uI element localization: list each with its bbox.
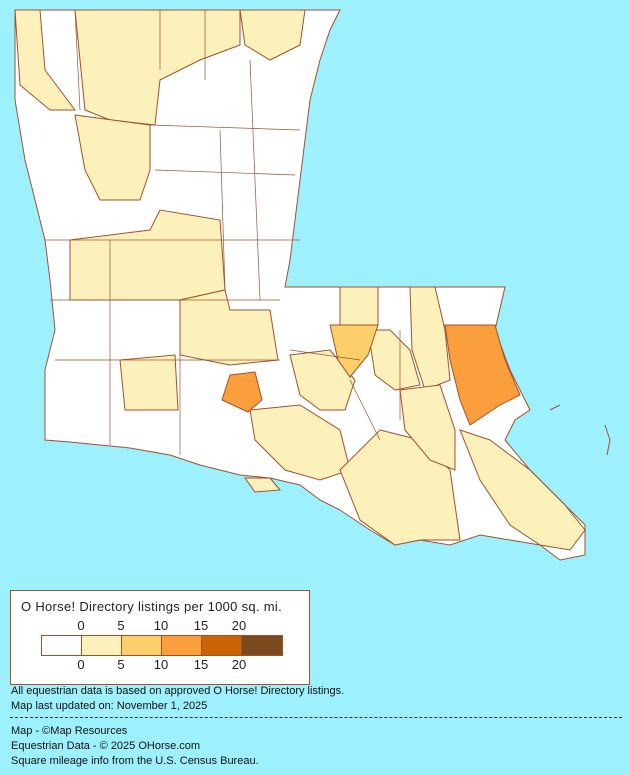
parish-region[interactable] [119, 354, 179, 411]
legend-title: O Horse! Directory listings per 1000 sq.… [21, 599, 283, 614]
legend-swatch [122, 636, 162, 655]
legend-color-scale [41, 635, 283, 656]
data-note: All equestrian data is based on approved… [11, 685, 345, 697]
legend-tick-top: 15 [193, 618, 209, 633]
parish-region[interactable] [339, 286, 379, 326]
parish-region[interactable] [399, 384, 456, 471]
coastal-islands [549, 404, 611, 456]
map-credit: Map - ©Map Resources [11, 725, 128, 737]
legend-tick-top: 10 [153, 618, 169, 633]
parish-region[interactable] [74, 9, 241, 126]
legend-tick-bottom: 10 [153, 657, 169, 672]
parish-region-medium[interactable] [329, 324, 379, 378]
parish-region[interactable] [409, 286, 451, 391]
legend-swatch [242, 636, 282, 655]
parish-region[interactable] [179, 289, 279, 366]
parish-region[interactable] [239, 9, 306, 61]
louisiana-parish-map [14, 9, 611, 561]
parish-region[interactable] [367, 329, 421, 391]
legend-swatch [42, 636, 82, 655]
parish-region[interactable] [14, 9, 76, 111]
legend-tick-bottom: 20 [231, 657, 247, 672]
data-credit: Equestrian Data - © 2025 OHorse.com [11, 740, 201, 752]
legend-tick-bottom: 0 [77, 657, 85, 672]
legend-tick-bottom: 15 [193, 657, 209, 672]
parish-region[interactable] [244, 477, 282, 493]
legend-tick-top: 20 [231, 618, 247, 633]
legend: O Horse! Directory listings per 1000 sq.… [10, 590, 310, 685]
legend-swatch [82, 636, 122, 655]
parish-region-high[interactable] [221, 371, 263, 413]
census-credit: Square mileage info from the U.S. Census… [11, 755, 259, 767]
legend-swatch [162, 636, 202, 655]
legend-tick-top: 0 [77, 618, 85, 633]
update-note: Map last updated on: November 1, 2025 [11, 700, 208, 712]
legend-tick-top: 5 [117, 618, 125, 633]
parish-region[interactable] [459, 429, 586, 551]
parish-region[interactable] [289, 349, 356, 411]
parish-region[interactable] [249, 404, 351, 481]
legend-tick-bottom: 5 [117, 657, 125, 672]
parish-region-high[interactable] [444, 324, 521, 426]
legend-swatch [202, 636, 242, 655]
divider [10, 717, 622, 718]
